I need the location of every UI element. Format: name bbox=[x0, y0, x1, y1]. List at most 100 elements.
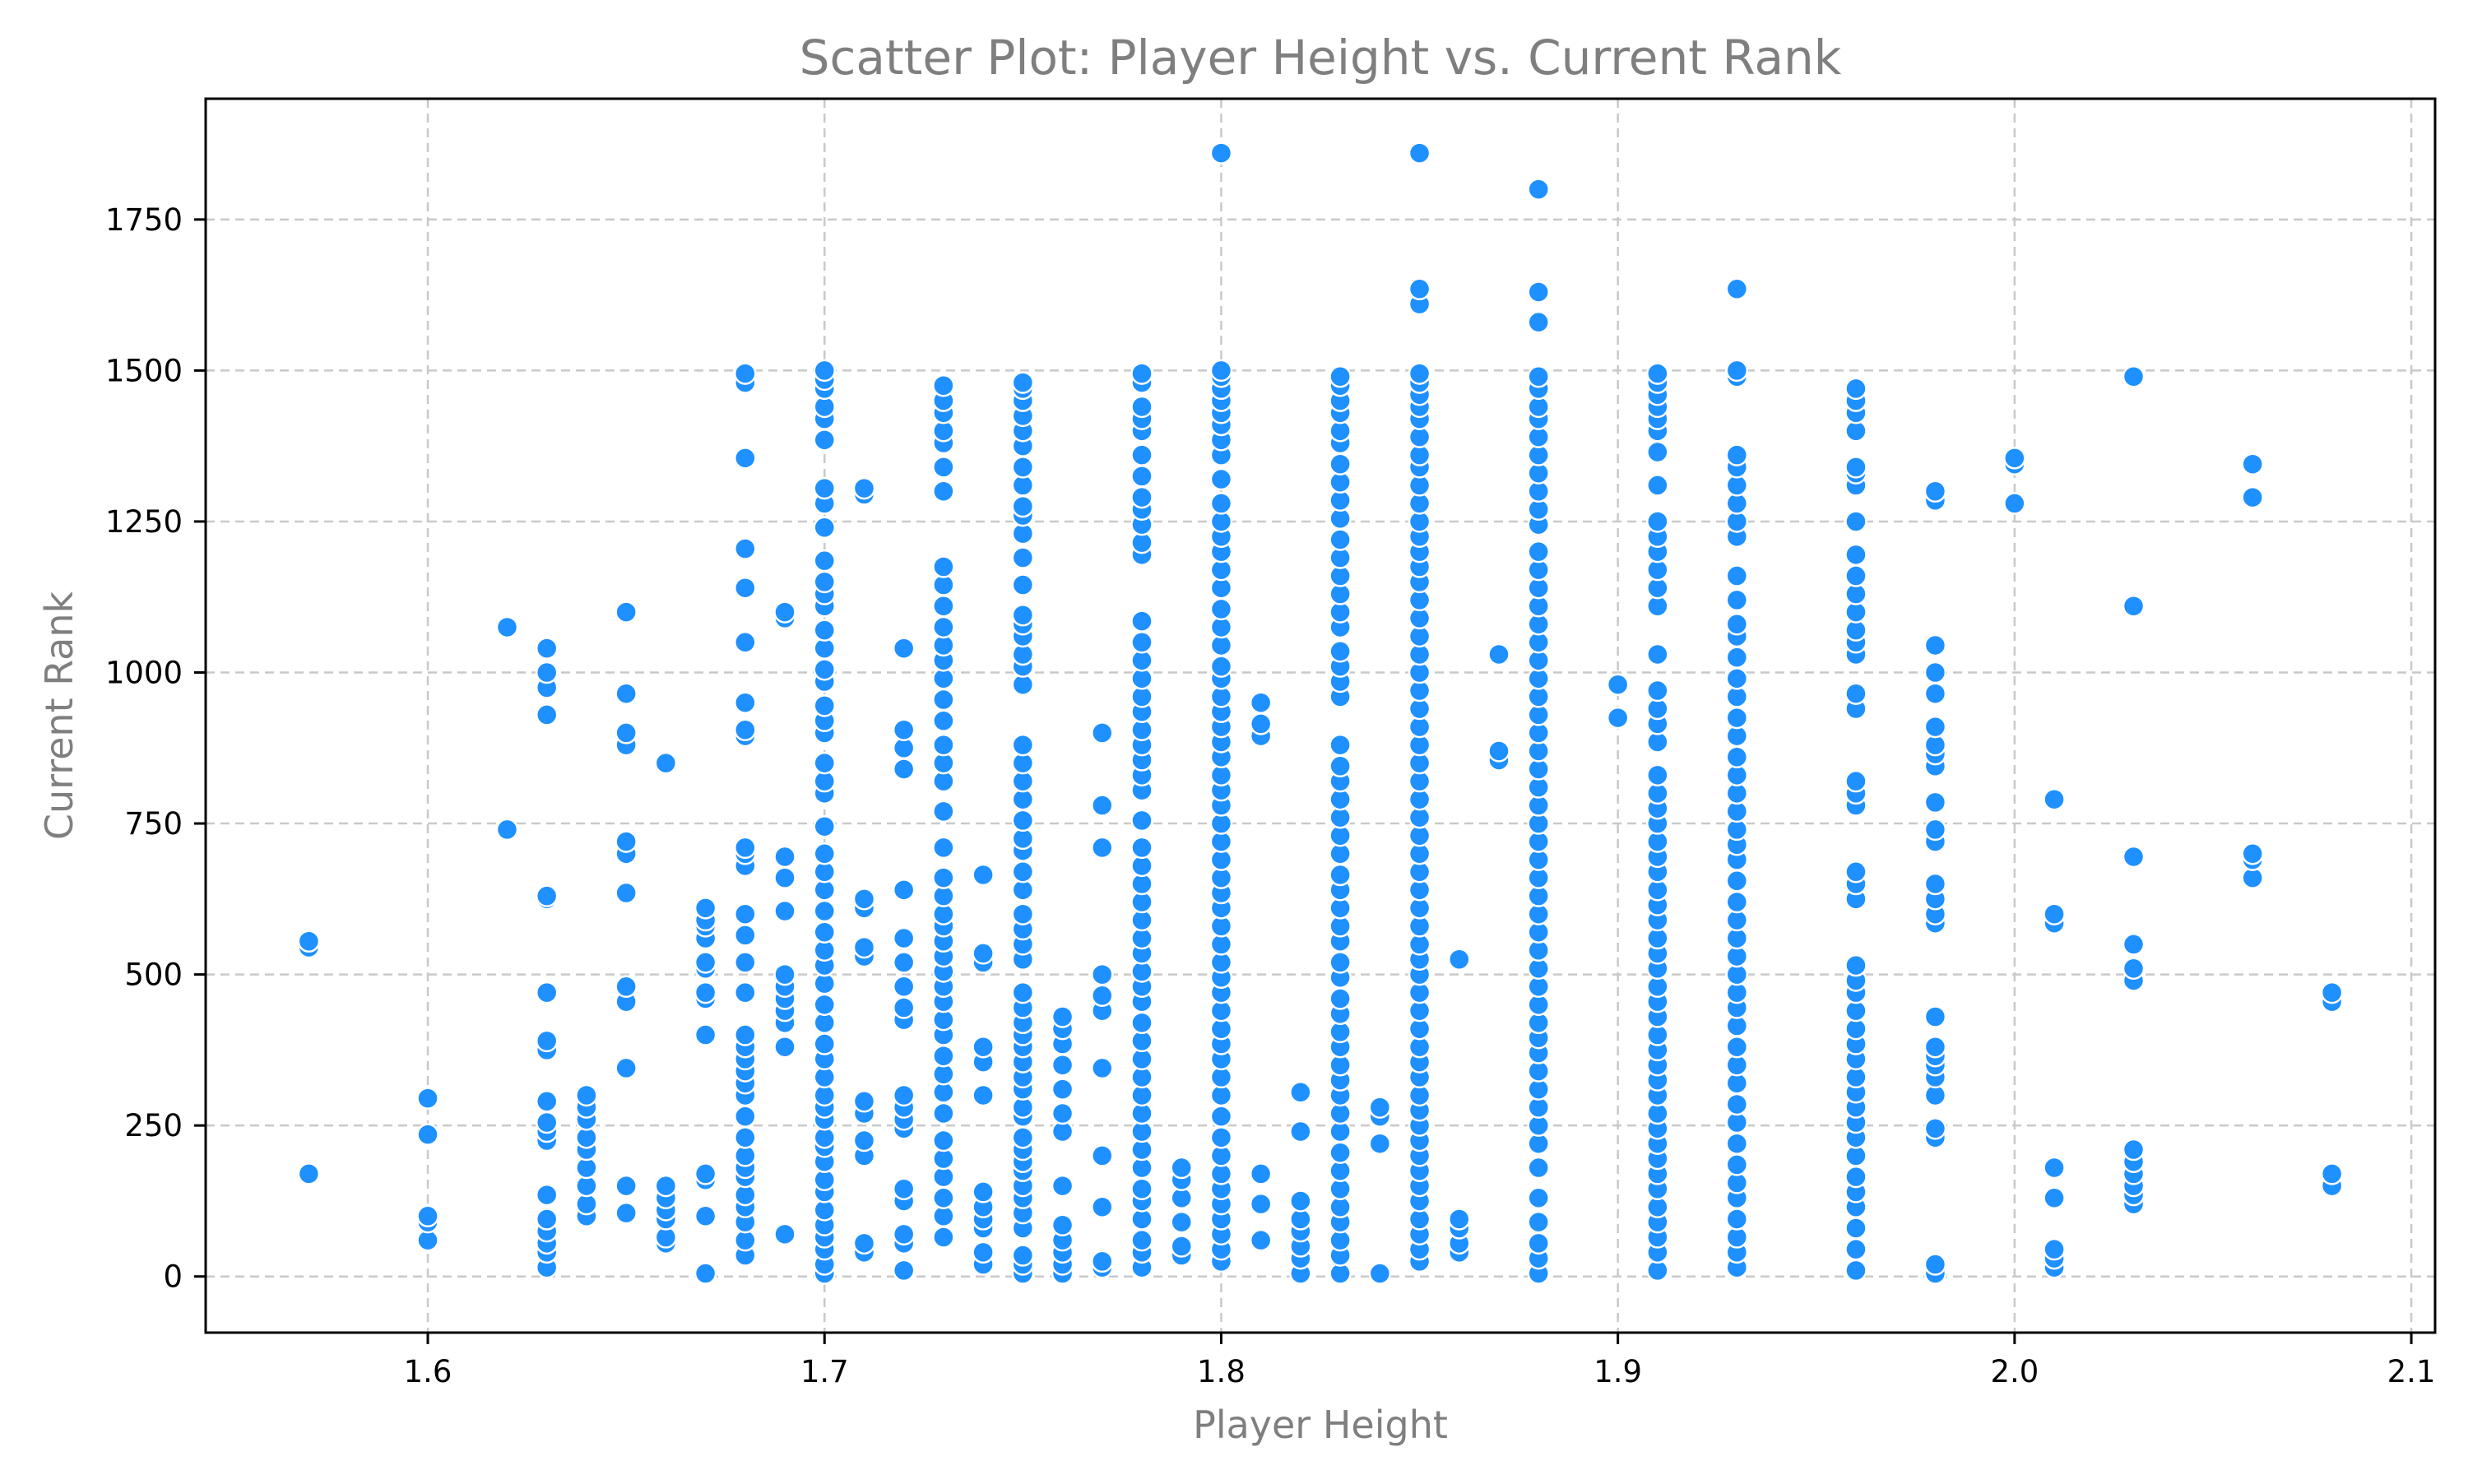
scatter-point bbox=[615, 1174, 638, 1198]
scatter-point bbox=[932, 800, 955, 823]
scatter-point bbox=[1249, 691, 1273, 714]
scatter-point bbox=[535, 1090, 559, 1113]
scatter-point bbox=[773, 866, 796, 889]
scatter-point bbox=[1011, 494, 1035, 518]
scatter-point bbox=[1725, 588, 1749, 612]
scatter-point bbox=[813, 814, 836, 838]
scatter-point bbox=[2043, 1186, 2066, 1210]
scatter-point bbox=[1329, 863, 1352, 887]
scatter-point bbox=[535, 1029, 559, 1053]
scatter-point bbox=[813, 359, 836, 383]
scatter-point bbox=[694, 897, 717, 920]
scatter-point bbox=[932, 456, 955, 479]
scatter-point bbox=[1844, 377, 1867, 401]
scatter-point bbox=[535, 884, 559, 907]
scatter-point bbox=[813, 1032, 836, 1055]
scatter-point bbox=[734, 718, 757, 742]
scatter-point bbox=[1130, 362, 1153, 385]
scatter-point bbox=[1487, 642, 1510, 666]
scatter-point bbox=[932, 374, 955, 397]
scatter-point bbox=[813, 429, 836, 452]
scatter-point bbox=[1130, 809, 1153, 832]
y-tick-label: 1250 bbox=[105, 504, 183, 540]
scatter-point bbox=[813, 658, 836, 681]
scatter-point bbox=[734, 362, 757, 385]
scatter-point bbox=[932, 594, 955, 618]
scatter-point bbox=[1289, 1120, 1312, 1143]
scatter-point bbox=[1923, 1035, 1947, 1059]
scatter-point bbox=[852, 1231, 876, 1255]
scatter-point bbox=[1923, 872, 1947, 896]
y-tick-label: 0 bbox=[163, 1259, 183, 1295]
scatter-point bbox=[1923, 682, 1947, 705]
scatter-point bbox=[932, 1101, 955, 1125]
scatter-point bbox=[932, 709, 955, 732]
scatter-point bbox=[1527, 1156, 1550, 1180]
scatter-point bbox=[615, 601, 638, 624]
scatter-point bbox=[416, 1204, 439, 1228]
scatter-point bbox=[495, 615, 519, 639]
x-tick-label: 1.6 bbox=[404, 1354, 452, 1389]
scatter-point bbox=[1091, 721, 1114, 744]
scatter-point bbox=[932, 555, 955, 578]
scatter-point bbox=[1646, 440, 1669, 464]
scatter-point bbox=[892, 879, 916, 902]
plot-frame bbox=[204, 97, 2437, 1334]
scatter-point bbox=[2043, 787, 2066, 811]
scatter-point bbox=[694, 1204, 717, 1228]
scatter-point bbox=[1011, 371, 1035, 394]
scatter-point bbox=[615, 721, 638, 744]
scatter-point bbox=[1527, 364, 1550, 388]
scatter-point bbox=[1923, 791, 1947, 814]
scatter-point bbox=[1368, 1096, 1392, 1119]
x-axis-label: Player Height bbox=[1193, 1403, 1448, 1447]
scatter-point bbox=[892, 758, 916, 781]
scatter-point bbox=[535, 981, 559, 1004]
y-axis-label: Current Rank bbox=[37, 591, 81, 840]
scatter-point bbox=[1091, 984, 1114, 1008]
scatter-point bbox=[416, 1123, 439, 1146]
scatter-point bbox=[813, 516, 836, 540]
scatter-point bbox=[1329, 1141, 1352, 1164]
scatter-point bbox=[1646, 763, 1669, 787]
scatter-point bbox=[1527, 1231, 1550, 1255]
scatter-point bbox=[2003, 492, 2026, 515]
scatter-point bbox=[1606, 706, 1630, 730]
scatter-point bbox=[535, 703, 559, 726]
scatter-point bbox=[615, 881, 638, 905]
scatter-point bbox=[734, 576, 757, 600]
scatter-point bbox=[1329, 640, 1352, 663]
scatter-point bbox=[1725, 1092, 1749, 1116]
scatter-point bbox=[813, 694, 836, 717]
scatter-point bbox=[932, 733, 955, 757]
scatter-point bbox=[813, 921, 836, 944]
scatter-point bbox=[813, 842, 836, 865]
scatter-point bbox=[1844, 543, 1867, 567]
scatter-point bbox=[2122, 957, 2146, 981]
scatter-point bbox=[1527, 310, 1550, 334]
scatter-point bbox=[1289, 1190, 1312, 1213]
scatter-point bbox=[1130, 836, 1153, 860]
scatter-point bbox=[535, 637, 559, 660]
scatter-point bbox=[416, 1087, 439, 1110]
scatter-point bbox=[1091, 1250, 1114, 1273]
scatter-point bbox=[892, 1222, 916, 1246]
scatter-point bbox=[1011, 1126, 1035, 1149]
scatter-point bbox=[892, 1177, 916, 1201]
scatter-point bbox=[1051, 1101, 1074, 1125]
scatter-point bbox=[892, 1259, 916, 1282]
scatter-point bbox=[1923, 633, 1947, 657]
scatter-point bbox=[1209, 655, 1233, 678]
scatter-point bbox=[1923, 1117, 1947, 1140]
scatter-point bbox=[972, 1035, 995, 1059]
scatter-point bbox=[813, 549, 836, 573]
scatter-point bbox=[1011, 546, 1035, 569]
scatter-point bbox=[1646, 474, 1669, 497]
scatter-point bbox=[1844, 769, 1867, 793]
scatter-point bbox=[1448, 948, 1471, 972]
scatter-point bbox=[1130, 1228, 1153, 1252]
scatter-point bbox=[972, 1083, 995, 1107]
scatter-point bbox=[734, 1105, 757, 1128]
scatter-point bbox=[2320, 1162, 2344, 1185]
scatter-point bbox=[575, 1083, 598, 1107]
